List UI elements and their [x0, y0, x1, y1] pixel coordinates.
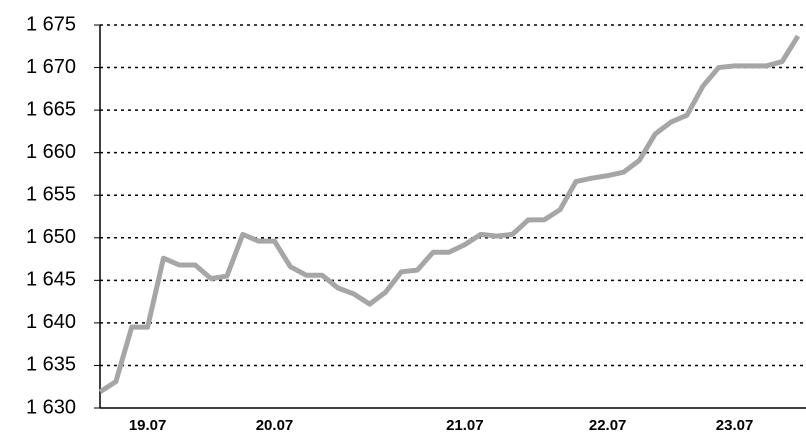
line-series [98, 34, 801, 394]
x-tick-label: 22.07 [589, 417, 627, 434]
x-tick-label: 21.07 [446, 417, 484, 434]
x-tick-label: 20.07 [256, 417, 294, 434]
y-tick-label: 1 660 [26, 141, 76, 163]
y-tick-label: 1 645 [26, 269, 76, 291]
y-tick-label: 1 665 [26, 98, 76, 120]
x-tick-label: 23.07 [716, 417, 754, 434]
x-tick-label: 19.07 [129, 417, 167, 434]
y-tick-label: 1 650 [26, 226, 76, 248]
y-tick-label: 1 655 [26, 184, 76, 206]
y-tick-label: 1 630 [26, 396, 76, 418]
y-tick-label: 1 675 [26, 13, 76, 35]
y-tick-label: 1 640 [26, 311, 76, 333]
y-tick-label: 1 670 [26, 56, 76, 78]
y-tick-label: 1 635 [26, 354, 76, 376]
